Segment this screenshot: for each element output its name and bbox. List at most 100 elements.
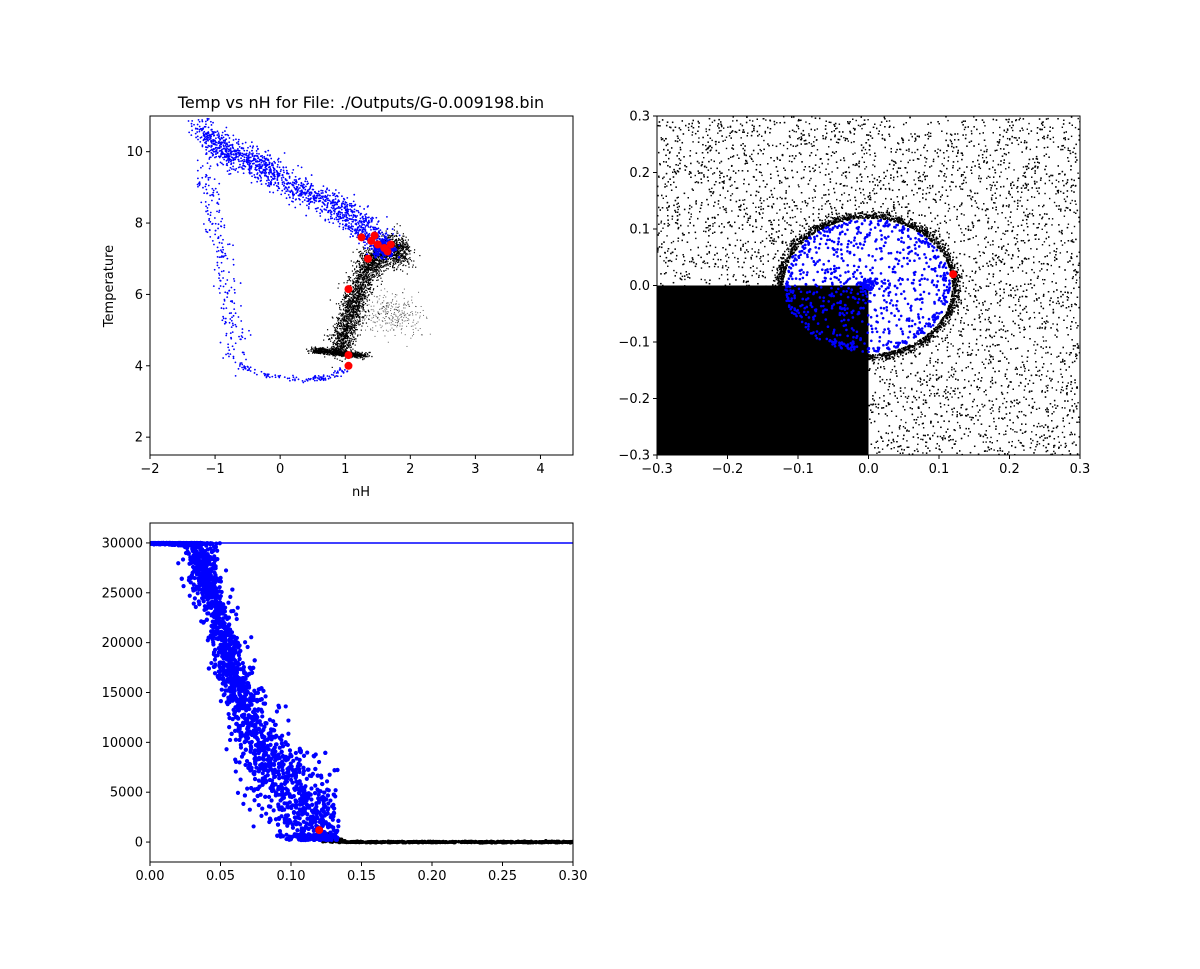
- particle-point: [315, 350, 317, 352]
- particle-point: [322, 346, 324, 349]
- particle-point: [399, 245, 402, 247]
- particle-point: [347, 310, 349, 312]
- particle-point: [339, 328, 341, 330]
- particle-point: [342, 320, 345, 322]
- gas-point: [306, 180, 309, 183]
- gas-point: [313, 195, 316, 198]
- gas-point: [365, 243, 368, 245]
- particle-point: [355, 312, 357, 314]
- gas-point: [251, 162, 254, 165]
- particle-point: [358, 251, 360, 254]
- particle-point: [333, 341, 335, 343]
- gas-point: [257, 156, 260, 159]
- particle-point: [348, 327, 350, 330]
- particle-point: [344, 317, 346, 319]
- particle-point: [358, 260, 360, 263]
- particle-point: [357, 281, 359, 283]
- gas-point: [287, 193, 290, 196]
- particle-point: [350, 284, 352, 287]
- particle-point: [354, 272, 356, 274]
- particle-point: [400, 254, 402, 257]
- particle-point: [331, 348, 333, 350]
- particle-point: [328, 348, 330, 350]
- particle-point: [322, 348, 325, 350]
- gas-point: [252, 159, 255, 162]
- gas-point: [328, 221, 331, 224]
- particle-point: [341, 318, 343, 320]
- particle-point: [348, 330, 350, 332]
- gas-point: [207, 144, 210, 147]
- gas-point: [325, 191, 328, 194]
- particle-point: [332, 317, 334, 319]
- particle-point: [364, 265, 367, 267]
- gas-point: [283, 188, 286, 190]
- gas-point: [205, 142, 208, 145]
- gas-point: [233, 153, 235, 156]
- particle-point: [351, 328, 354, 330]
- particle-point: [344, 304, 346, 306]
- particle-point: [384, 261, 386, 264]
- particle-point: [351, 327, 353, 329]
- gas-point: [222, 141, 224, 144]
- particle-point: [360, 285, 362, 287]
- particle-point: [356, 261, 358, 263]
- particle-point: [407, 246, 410, 249]
- particle-point: [337, 320, 339, 322]
- particle-point: [349, 332, 351, 334]
- particle-point: [357, 284, 359, 286]
- particle-point: [404, 252, 406, 254]
- gas-point: [188, 131, 191, 134]
- gas-point: [329, 212, 332, 214]
- particle-point: [356, 296, 359, 298]
- gas-point: [333, 192, 336, 195]
- gas-point: [302, 185, 304, 188]
- particle-point: [364, 284, 366, 286]
- particle-point: [362, 322, 364, 325]
- particle-point: [396, 254, 398, 256]
- particle-point: [325, 351, 327, 354]
- particle-point: [368, 277, 371, 279]
- gas-point: [223, 158, 226, 161]
- particle-point: [351, 325, 353, 328]
- gas-point: [217, 142, 220, 145]
- particle-point: [366, 298, 368, 300]
- gas-point: [323, 196, 326, 198]
- particle-point: [402, 254, 404, 256]
- gas-point: [248, 166, 251, 169]
- gas-point: [218, 150, 221, 152]
- particle-point: [354, 325, 356, 327]
- particle-point: [340, 313, 343, 315]
- particle-point: [370, 268, 372, 270]
- particle-point: [358, 314, 360, 316]
- particle-point: [392, 267, 394, 269]
- particle-point: [331, 346, 333, 348]
- particle-point: [331, 350, 333, 352]
- particle-point: [361, 287, 363, 290]
- particle-point: [396, 294, 398, 296]
- particle-point: [362, 294, 364, 297]
- particle-point: [354, 283, 357, 286]
- particle-point: [363, 295, 365, 297]
- particle-point: [349, 303, 351, 305]
- particle-point: [336, 354, 338, 356]
- gas-point: [198, 130, 201, 133]
- particle-point: [351, 316, 353, 318]
- particle-point: [387, 306, 389, 308]
- particle-point: [357, 321, 359, 324]
- gas-point: [201, 119, 204, 121]
- particle-point: [357, 303, 360, 306]
- particle-point: [358, 307, 360, 310]
- particle-point: [407, 246, 409, 248]
- gas-point: [324, 208, 326, 211]
- gas-point: [365, 213, 368, 215]
- particle-point: [360, 254, 362, 256]
- particle-point: [356, 329, 358, 331]
- particle-point: [338, 337, 340, 339]
- particle-point: [357, 289, 359, 291]
- particle-point: [401, 244, 403, 246]
- gas-point: [321, 205, 324, 208]
- gas-point: [359, 213, 362, 216]
- particle-point: [375, 271, 377, 273]
- gas-point: [291, 171, 294, 174]
- particle-point: [356, 298, 358, 300]
